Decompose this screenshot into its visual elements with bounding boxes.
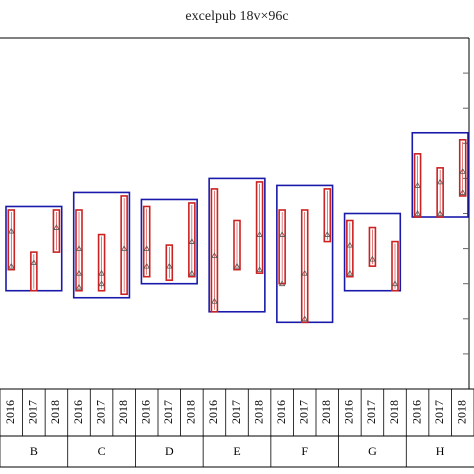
x-tick-label-year: 2018: [116, 400, 130, 424]
marker-triangle: [278, 280, 286, 287]
marker-triangle: [143, 262, 150, 269]
box-F-2018: [323, 188, 332, 243]
marker-triangle: [301, 315, 308, 322]
x-tick-label-year: 2016: [342, 400, 356, 424]
x-tick-label-year: 2018: [251, 400, 265, 424]
group-frame-E: [208, 177, 266, 313]
x-tick-label-year: 2018: [48, 400, 62, 424]
marker-triangle: [233, 262, 241, 269]
x-tick-label-year: 2017: [161, 400, 175, 424]
marker-triangle: [75, 269, 83, 276]
marker-triangle: [30, 259, 38, 266]
box-G-2016: [346, 219, 354, 278]
marker-triangle: [301, 269, 308, 276]
marker-triangle: [98, 269, 105, 276]
box-H-2017: [436, 167, 444, 218]
marker-triangle: [143, 245, 150, 251]
marker-triangle: [256, 231, 263, 237]
x-tick-label-year: 2016: [206, 400, 220, 424]
box-G-2018: [391, 240, 399, 292]
box-F-2017: [300, 209, 309, 324]
marker-triangle: [211, 252, 218, 259]
x-tick-label-year: 2017: [93, 400, 107, 424]
marker-triangle: [391, 280, 399, 287]
x-group-label: G: [368, 444, 377, 458]
marker-triangle: [324, 231, 331, 237]
marker-triangle: [75, 245, 83, 251]
marker-triangle: [75, 283, 83, 290]
marker-triangle: [211, 297, 218, 304]
chart-title: excelpub 18v×96c: [185, 9, 288, 24]
x-tick-label-year: 2017: [432, 400, 446, 424]
marker-triangle: [8, 227, 15, 234]
x-group-label: D: [165, 444, 174, 458]
marker-triangle: [166, 262, 173, 269]
marker-triangle: [256, 266, 263, 273]
box-B-2017: [30, 251, 38, 292]
group-frame-C: [72, 191, 131, 299]
marker-triangle: [346, 241, 354, 248]
box-H-2016: [413, 153, 422, 218]
box-C-2017: [97, 233, 106, 292]
marker-triangle: [369, 255, 376, 262]
box-C-2016: [75, 209, 83, 292]
x-tick-label-year: 2018: [184, 400, 198, 424]
x-tick-label-year: 2016: [138, 400, 152, 424]
x-tick-label-year: 2017: [296, 400, 310, 424]
box-F-2016: [278, 209, 286, 285]
marker-triangle: [436, 178, 444, 185]
group-frame-G: [343, 212, 402, 292]
box-B-2016: [7, 209, 16, 271]
box-E-2017: [233, 219, 241, 271]
box-D-2018: [188, 202, 196, 278]
marker-triangle: [120, 245, 128, 251]
x-group-label: E: [233, 444, 240, 458]
box-B-2018: [52, 209, 61, 253]
x-group-label: C: [98, 444, 106, 458]
x-tick-label-year: 2016: [409, 400, 423, 424]
marker-triangle: [8, 262, 15, 269]
group-frame-D: [140, 198, 198, 285]
box-D-2016: [142, 205, 151, 278]
plot-area: [0, 37, 470, 389]
marker-triangle: [98, 280, 105, 287]
marker-triangle: [459, 189, 466, 195]
box-G-2017: [368, 226, 377, 267]
x-tick-label-year: 2018: [387, 400, 401, 424]
x-tick-label-year: 2017: [364, 400, 378, 424]
marker-triangle: [459, 168, 466, 174]
marker-triangle: [188, 238, 196, 244]
x-tick-label-year: 2016: [71, 400, 85, 424]
box-H-2018: [458, 138, 467, 197]
marker-triangle: [414, 182, 421, 188]
x-tick-label-year: 2017: [26, 400, 40, 424]
box-E-2018: [255, 181, 264, 274]
box-C-2018: [120, 195, 128, 296]
marker-triangle: [53, 224, 60, 230]
x-tick-label-year: 2017: [229, 400, 243, 424]
x-tick-label-year: 2016: [3, 400, 17, 424]
box-E-2016: [210, 188, 219, 313]
x-tick-label-year: 2018: [454, 400, 468, 424]
marker-triangle: [436, 210, 444, 216]
marker-triangle: [414, 210, 421, 216]
box-D-2017: [165, 244, 174, 281]
x-tick-label-year: 2016: [274, 400, 288, 424]
marker-triangle: [346, 269, 354, 276]
x-tick-label-year: 2018: [319, 400, 333, 424]
x-group-label: B: [30, 444, 38, 458]
marker-triangle: [188, 269, 196, 276]
x-axis: 2016 2017 2018 B 2016 2017 2018 C 2016 2017 2018 D 2…: [0, 388, 474, 468]
marker-triangle: [278, 231, 286, 237]
x-group-label: H: [436, 444, 445, 458]
x-group-label: F: [301, 444, 308, 458]
